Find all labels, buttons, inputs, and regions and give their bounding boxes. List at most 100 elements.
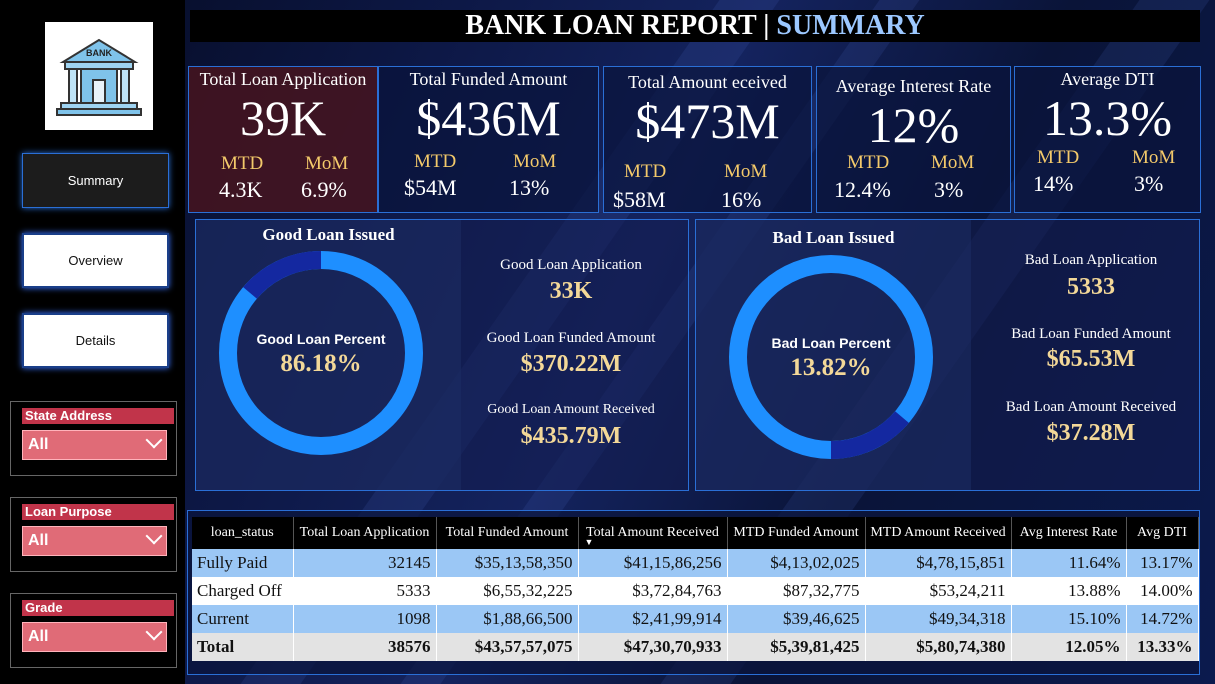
column-header[interactable]: MTD Amount Received xyxy=(865,517,1012,549)
mom-value: 13% xyxy=(509,175,550,200)
bad-donut-label: Bad Loan Percent xyxy=(771,335,891,351)
mtd-value: 12.4% xyxy=(834,177,891,202)
kpi-title: Total Loan Application xyxy=(199,69,367,89)
kpi-total-funded-amount: Total Funded Amount $436M MTD MoM $54M 1… xyxy=(378,66,599,213)
table-cell: $35,13,58,350 xyxy=(436,549,579,577)
kpi-value: 13.3% xyxy=(1042,90,1173,146)
chevron-down-icon xyxy=(145,431,163,449)
kpi-title: Average DTI xyxy=(1060,69,1155,89)
bad-donut-value: 13.82% xyxy=(790,354,872,381)
kpi-value: 12% xyxy=(867,97,960,153)
column-header[interactable]: Total Loan Application xyxy=(293,517,437,549)
good-app-label: Good Loan Application xyxy=(500,257,642,273)
table-cell: $6,55,32,225 xyxy=(436,577,579,605)
mtd-label: MTD xyxy=(624,161,667,182)
table-cell: $53,24,211 xyxy=(865,577,1012,605)
filter-label: Grade xyxy=(22,600,174,616)
mom-label: MoM xyxy=(724,161,768,182)
bad-received-label: Bad Loan Amount Received xyxy=(1005,399,1177,415)
kpi-value: 39K xyxy=(239,90,327,146)
good-app-value: 33K xyxy=(549,278,593,304)
column-header-label: Total Amount Received xyxy=(586,525,719,540)
table-cell: $3,72,84,763 xyxy=(578,577,728,605)
table-cell: 32145 xyxy=(293,549,437,577)
filter-grade: Grade All xyxy=(10,593,177,668)
good-funded-label: Good Loan Funded Amount xyxy=(486,330,656,346)
table-cell: $49,34,318 xyxy=(865,605,1012,633)
mom-value: 16% xyxy=(721,187,762,212)
table-cell: $1,88,66,500 xyxy=(436,605,579,633)
table-cell: 14.72% xyxy=(1126,605,1199,633)
bank-icon: BANK xyxy=(56,38,142,116)
column-header[interactable]: Avg Interest Rate xyxy=(1011,517,1127,549)
filter-loan-purpose: Loan Purpose All xyxy=(10,497,177,572)
kpi-average-interest-rate: Average Interest Rate 12% MTD MoM 12.4% … xyxy=(816,66,1011,213)
kpi-total-amount-received: Total Amount eceived $473M MTD MoM $58M … xyxy=(603,66,812,213)
good-loan-donut xyxy=(219,251,423,455)
title-main: BANK LOAN REPORT | xyxy=(465,10,777,41)
nav-overview-button[interactable]: Overview xyxy=(22,233,169,288)
mom-label: MoM xyxy=(931,152,975,173)
sort-desc-icon: ▼ xyxy=(584,537,594,547)
table-cell: $4,13,02,025 xyxy=(727,549,866,577)
bad-funded-label: Bad Loan Funded Amount xyxy=(1011,326,1171,342)
good-donut-label: Good Loan Percent xyxy=(256,331,386,347)
table-cell: 12.05% xyxy=(1011,633,1127,661)
good-donut-value: 86.18% xyxy=(280,350,362,377)
mom-value: 6.9% xyxy=(301,177,347,202)
bad-loan-heading: Bad Loan Issued xyxy=(772,228,895,247)
kpi-value: $473M xyxy=(635,93,780,149)
filter-state-address: State Address All xyxy=(10,401,177,476)
filter-label: State Address xyxy=(22,408,174,424)
column-header[interactable]: MTD Funded Amount xyxy=(727,517,866,549)
page-title: BANK LOAN REPORT | SUMMARY xyxy=(190,10,1200,42)
table-total-row: Total 38576 $43,57,57,075 $47,30,70,933 … xyxy=(192,633,1199,661)
mtd-value: $58M xyxy=(613,187,666,212)
column-header[interactable]: Avg DTI xyxy=(1126,517,1199,549)
bank-logo: BANK xyxy=(45,22,153,130)
table-cell: Total xyxy=(192,633,294,661)
sidebar: BANK Summary Overview Details State Addr… xyxy=(0,0,185,684)
table-cell: $47,30,70,933 xyxy=(578,633,728,661)
kpi-title: Average Interest Rate xyxy=(835,76,992,96)
table-cell: $41,15,86,256 xyxy=(578,549,728,577)
bad-app-label: Bad Loan Application xyxy=(1024,252,1158,268)
mom-value: 3% xyxy=(1134,171,1164,196)
table-cell: $2,41,99,914 xyxy=(578,605,728,633)
nav-details-label: Details xyxy=(75,333,116,348)
mtd-label: MTD xyxy=(847,152,890,173)
donut-slice xyxy=(830,411,909,459)
kpi-title: Total Amount eceived xyxy=(628,72,787,92)
column-header[interactable]: loan_status xyxy=(192,517,294,549)
kpi-value: $436M xyxy=(416,90,561,146)
donut-slice xyxy=(243,251,322,299)
column-header[interactable]: Total Funded Amount xyxy=(436,517,579,549)
bad-app-value: 5333 xyxy=(1067,274,1115,300)
logo-text: BANK xyxy=(86,48,112,58)
table-row: Charged Off 5333 $6,55,32,225 $3,72,84,7… xyxy=(192,577,1199,605)
table-cell: 11.64% xyxy=(1011,549,1127,577)
table-cell: Fully Paid xyxy=(192,549,294,577)
filter-value: All xyxy=(28,532,49,549)
table-cell: Current xyxy=(192,605,294,633)
filter-value: All xyxy=(28,628,49,645)
table-row: Fully Paid 32145 $35,13,58,350 $41,15,86… xyxy=(192,549,1199,577)
loan-purpose-select[interactable]: All xyxy=(22,526,167,556)
column-header-sorted[interactable]: Total Amount Received ▼ xyxy=(578,517,728,549)
table-cell: $87,32,775 xyxy=(727,577,866,605)
mtd-value: 14% xyxy=(1033,171,1074,196)
table-cell: 14.00% xyxy=(1126,577,1199,605)
grade-select[interactable]: All xyxy=(22,622,167,652)
nav-summary-label: Summary xyxy=(67,173,124,188)
title-accent: SUMMARY xyxy=(776,10,925,41)
kpi-total-loan-application: Total Loan Application 39K MTD MoM 4.3K … xyxy=(188,66,378,213)
state-address-select[interactable]: All xyxy=(22,430,167,460)
good-received-value: $435.79M xyxy=(520,423,622,449)
table-cell: 5333 xyxy=(293,577,437,605)
loan-status-table-panel: loan_status Total Loan Application Total… xyxy=(187,510,1200,675)
mtd-value: $54M xyxy=(404,175,457,200)
nav-summary-button[interactable]: Summary xyxy=(22,153,169,208)
mtd-label: MTD xyxy=(221,153,264,174)
nav-details-button[interactable]: Details xyxy=(22,313,169,368)
table-cell: 15.10% xyxy=(1011,605,1127,633)
